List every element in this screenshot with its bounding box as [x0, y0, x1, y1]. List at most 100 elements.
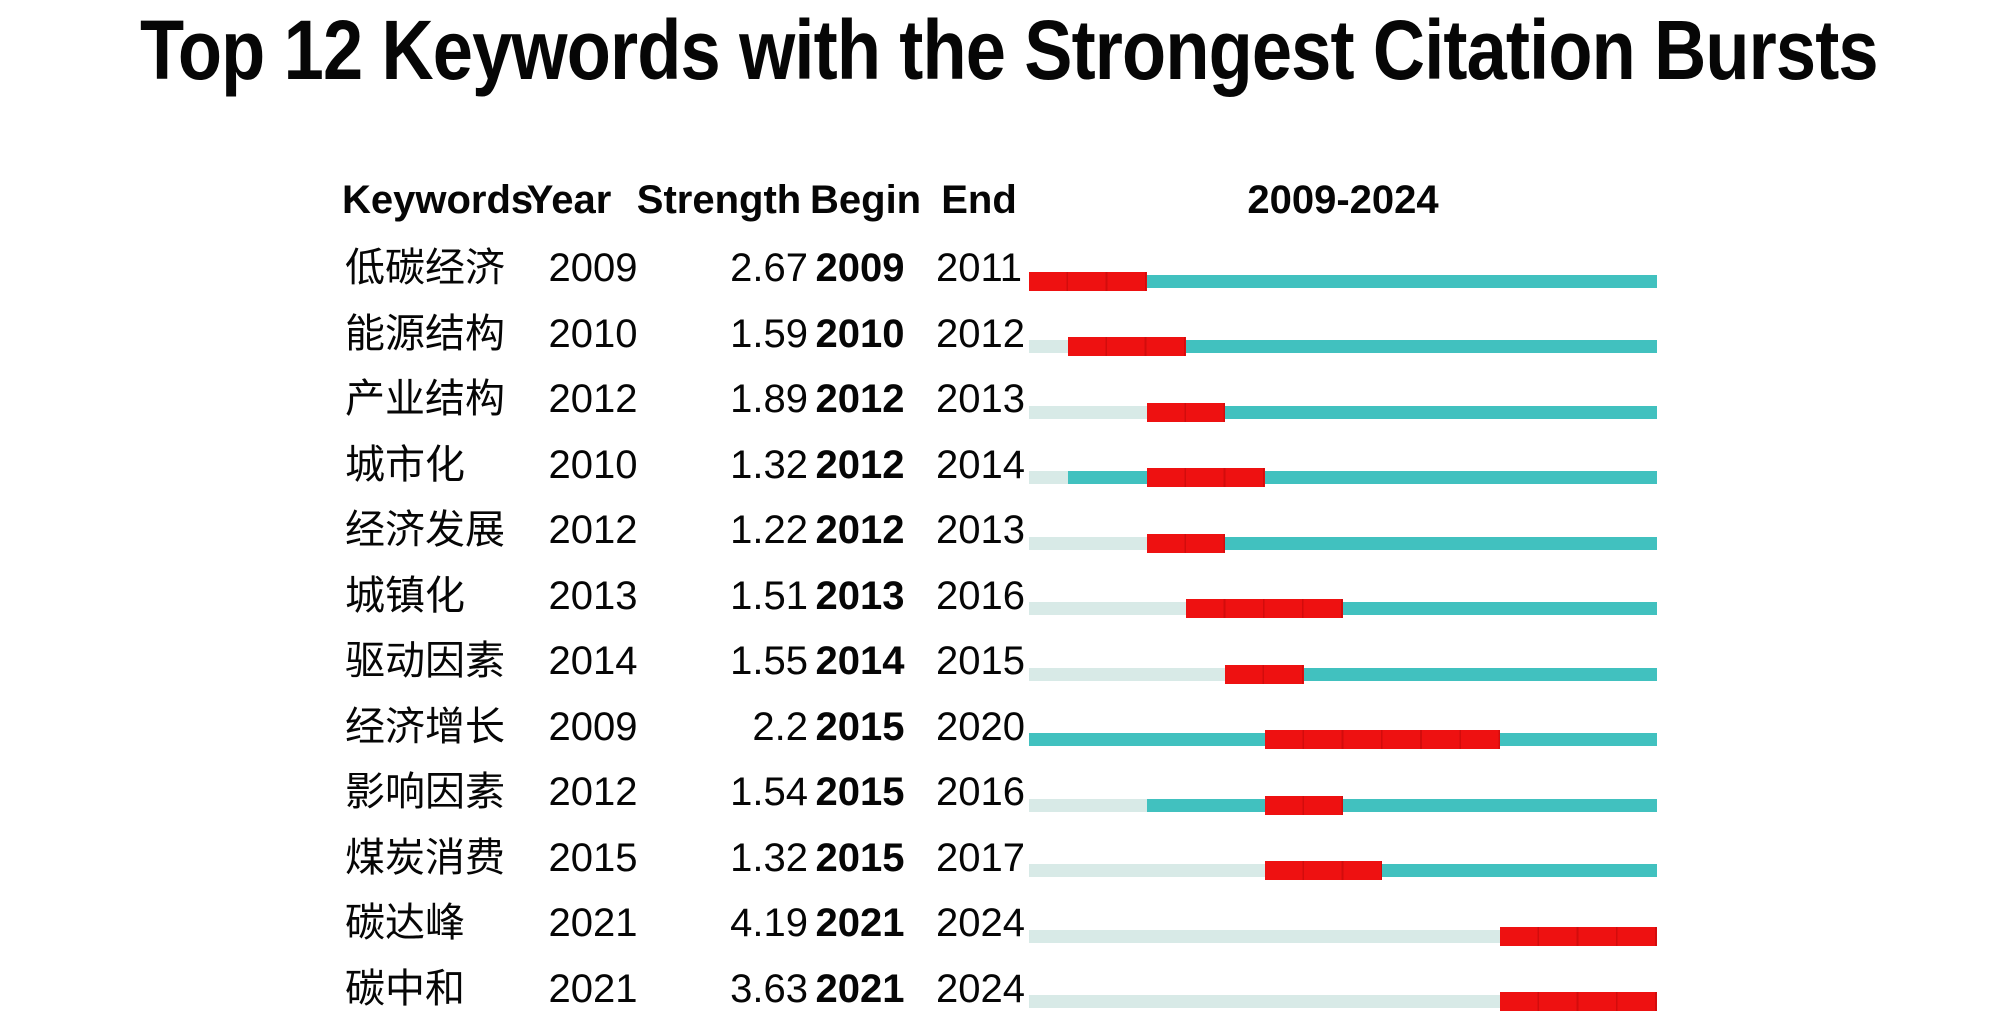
- begin-cell: 2015: [815, 704, 905, 749]
- column-header-year: Year: [526, 178, 612, 222]
- year-cell: 2012: [548, 377, 638, 421]
- keyword-cell: 煤炭消费: [345, 835, 505, 880]
- strength-cell: 3.63: [730, 966, 808, 1011]
- table-row: 碳中和 2021 3.63 2021 2024: [0, 956, 2000, 1022]
- pre-appearance-segment: [1029, 864, 1265, 877]
- strength-cell: 1.32: [730, 442, 808, 487]
- strength-cell: 4.19: [730, 901, 808, 945]
- table-row: 驱动因素 2014 1.55 2014 2015: [0, 628, 2000, 694]
- column-header-end: End: [941, 178, 1017, 222]
- year-cell: 2021: [548, 901, 638, 945]
- strength-cell: 1.59: [730, 311, 808, 356]
- active-segment: [1225, 536, 1657, 550]
- column-header-timeline-range: 2009-2024: [1247, 178, 1439, 222]
- table-row: 城市化 2010 1.32 2012 2014: [0, 432, 2000, 498]
- end-cell: 2013: [936, 377, 1025, 421]
- column-header-keywords: Keywords: [342, 178, 534, 222]
- keyword-cell: 产业结构: [345, 377, 505, 421]
- keyword-cell: 碳达峰: [345, 901, 465, 945]
- end-cell: 2016: [936, 770, 1025, 814]
- table-row: 碳达峰 2021 4.19 2021 2024: [0, 890, 2000, 956]
- burst-segment: [1068, 337, 1186, 356]
- active-segment: [1186, 340, 1657, 353]
- timeline-bar: [1029, 926, 1657, 946]
- timeline-bar: [1029, 599, 1657, 619]
- table-row: 经济发展 2012 1.22 2012 2013: [0, 497, 2000, 563]
- strength-cell: 1.54: [730, 770, 808, 814]
- end-cell: 2020: [936, 704, 1025, 749]
- pre-appearance-segment: [1029, 405, 1147, 419]
- column-header-begin: Begin: [810, 178, 922, 222]
- end-cell: 2011: [936, 246, 1023, 290]
- pre-appearance-segment: [1029, 340, 1069, 353]
- timeline-bar: [1029, 271, 1657, 291]
- table-row: 煤炭消费 2015 1.32 2015 2017: [0, 825, 2000, 891]
- burst-segment: [1146, 402, 1226, 422]
- strength-cell: 2.2: [752, 704, 808, 749]
- strength-cell: 2.67: [730, 246, 808, 290]
- keyword-cell: 城市化: [345, 442, 465, 487]
- timeline-bar: [1029, 861, 1657, 881]
- burst-segment: [1500, 926, 1657, 946]
- begin-cell: 2012: [815, 442, 905, 487]
- strength-cell: 1.32: [730, 835, 808, 880]
- active-segment: [1225, 405, 1657, 419]
- year-cell: 2009: [548, 704, 638, 749]
- table-row: 产业结构 2012 1.89 2012 2013: [0, 366, 2000, 432]
- keyword-cell: 能源结构: [345, 311, 505, 356]
- burst-segment: [1264, 795, 1343, 815]
- timeline-bar: [1029, 337, 1657, 357]
- burst-segment: [1500, 992, 1657, 1011]
- timeline-bar: [1029, 664, 1657, 684]
- active-segment: [1029, 733, 1265, 746]
- active-segment: [1068, 471, 1147, 484]
- active-segment: [1382, 864, 1657, 877]
- table-row: 经济增长 2009 2.2 2015 2020: [0, 694, 2000, 760]
- begin-cell: 2014: [815, 639, 905, 683]
- keyword-cell: 城镇化: [345, 573, 465, 618]
- burst-segment: [1146, 533, 1226, 553]
- burst-segment: [1264, 730, 1500, 749]
- timeline-bar: [1029, 468, 1657, 488]
- begin-cell: 2012: [815, 508, 905, 552]
- begin-cell: 2015: [815, 770, 905, 814]
- begin-cell: 2012: [815, 377, 905, 421]
- active-segment: [1500, 733, 1657, 746]
- timeline-bar: [1029, 402, 1657, 422]
- table-row: 能源结构 2010 1.59 2010 2012: [0, 301, 2000, 367]
- keyword-cell: 经济增长: [345, 704, 505, 749]
- active-segment: [1264, 471, 1657, 484]
- year-cell: 2010: [548, 442, 638, 487]
- keyword-cell: 碳中和: [345, 966, 465, 1011]
- end-cell: 2016: [936, 573, 1025, 618]
- end-cell: 2017: [936, 835, 1025, 880]
- pre-appearance-segment: [1029, 471, 1069, 484]
- year-cell: 2012: [548, 770, 638, 814]
- burst-segment: [1225, 664, 1304, 684]
- end-cell: 2024: [936, 966, 1025, 1011]
- strength-cell: 1.89: [730, 377, 808, 421]
- pre-appearance-segment: [1029, 798, 1147, 812]
- timeline-bar: [1029, 795, 1657, 815]
- pre-appearance-segment: [1029, 536, 1147, 550]
- active-segment: [1146, 798, 1265, 812]
- table-row: 低碳经济 2009 2.67 2009 2011: [0, 235, 2000, 301]
- active-segment: [1303, 667, 1657, 681]
- table-row: 城镇化 2013 1.51 2013 2016: [0, 563, 2000, 629]
- keyword-cell: 经济发展: [345, 508, 505, 552]
- keyword-cell: 驱动因素: [345, 639, 505, 683]
- burst-segment: [1029, 271, 1147, 291]
- strength-cell: 1.55: [730, 639, 808, 683]
- end-cell: 2024: [936, 901, 1025, 945]
- end-cell: 2014: [936, 442, 1025, 487]
- burst-segment: [1264, 861, 1383, 880]
- timeline-bar: [1029, 533, 1657, 553]
- end-cell: 2015: [936, 639, 1025, 683]
- chart-title: Top 12 Keywords with the Strongest Citat…: [140, 3, 1879, 97]
- pre-appearance-segment: [1029, 929, 1500, 943]
- pre-appearance-segment: [1029, 667, 1226, 681]
- year-cell: 2015: [548, 835, 638, 880]
- burst-segment: [1186, 599, 1343, 618]
- begin-cell: 2021: [815, 966, 905, 1011]
